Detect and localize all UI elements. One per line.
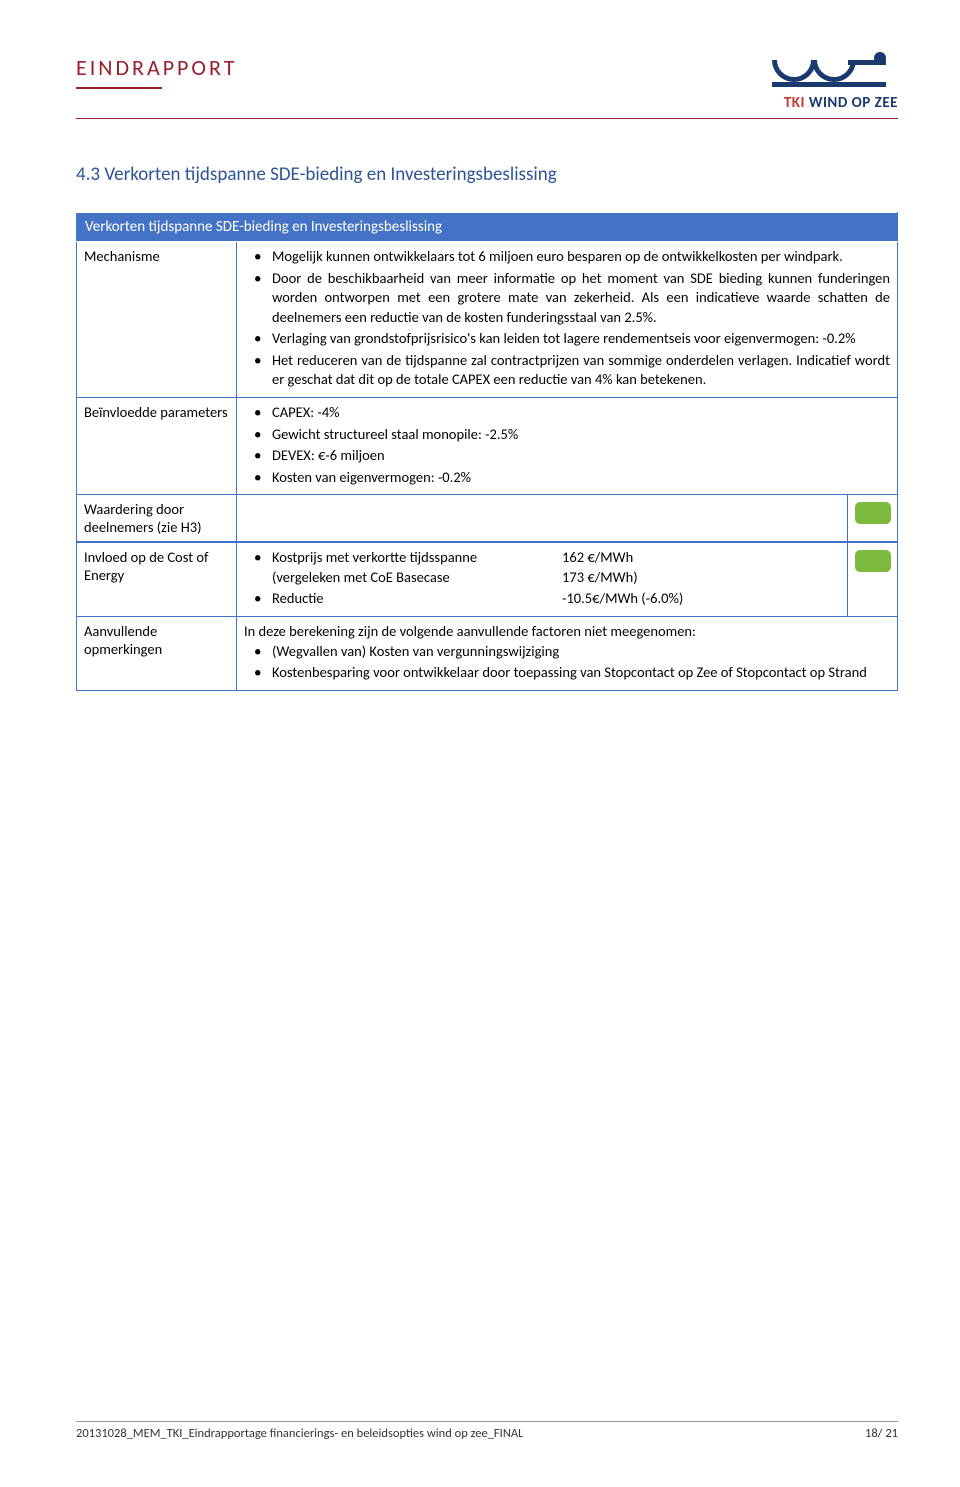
list-item: Het reduceren van de tijdspanne zal cont… (244, 351, 890, 390)
kv-key: Kostprijs met verkortte tijdsspanne (272, 548, 562, 568)
logo-text: TKI WIND OP ZEE (768, 94, 898, 112)
cell-invloed: Kostprijs met verkortte tijdsspanne 162 … (237, 542, 848, 616)
cell-aanvullende: In deze berekening zijn de volgende aanv… (237, 616, 898, 690)
cell-waardering-empty (237, 495, 848, 543)
row-label-waardering: Waardering door deelnemers (zie H3) (77, 495, 237, 543)
logo: TKI WIND OP ZEE (768, 54, 898, 112)
list-item: Reductie -10.5€/MWh (-6.0%) (244, 589, 840, 609)
cell-mechanisme: Mogelijk kunnen ontwikkelaars tot 6 milj… (237, 242, 898, 398)
row-label-beinvloedde: Beïnvloedde parameters (77, 397, 237, 494)
table-header-row: Verkorten tijdspanne SDE-bieding en Inve… (77, 213, 898, 242)
list-item: CAPEX: -4% (244, 403, 890, 423)
page-footer: 20131028_MEM_TKI_Eindrapportage financie… (76, 1421, 898, 1441)
table-title: Verkorten tijdspanne SDE-bieding en Inve… (77, 213, 898, 242)
footer-right: 18/ 21 (865, 1426, 898, 1441)
list-item: Gewicht structureel staal monopile: -2.5… (244, 425, 890, 445)
logo-text-woz: WIND OP ZEE (809, 94, 898, 112)
page-header: EINDRAPPORT TKI WIND OP ZEE (76, 54, 898, 112)
row-label-invloed: Invloed op de Cost of Energy (77, 542, 237, 616)
row-waardering: Waardering door deelnemers (zie H3) (77, 495, 898, 543)
row-label-mechanisme: Mechanisme (77, 242, 237, 398)
kv-val: 173 €/MWh) (562, 568, 840, 588)
list-item: DEVEX: €-6 miljoen (244, 446, 890, 466)
row-aanvullende: Aanvullende opmerkingen In deze berekeni… (77, 616, 898, 690)
footer-left: 20131028_MEM_TKI_Eindrapportage financie… (76, 1426, 523, 1441)
logo-text-tki: TKI (784, 94, 809, 112)
list-item: Kostprijs met verkortte tijdsspanne 162 … (244, 548, 840, 587)
cell-invloed-indicator (848, 542, 898, 616)
list-item: Door de beschikbaarheid van meer informa… (244, 269, 890, 328)
aanvullende-intro: In deze berekening zijn de volgende aanv… (244, 622, 890, 640)
report-title-block: EINDRAPPORT (76, 54, 237, 89)
cell-waardering-indicator (848, 495, 898, 543)
header-rule (76, 118, 898, 119)
kv-val: 162 €/MWh (562, 548, 840, 568)
indicator-box-icon (855, 550, 891, 572)
report-title: EINDRAPPORT (76, 54, 237, 81)
row-mechanisme: Mechanisme Mogelijk kunnen ontwikkelaars… (77, 242, 898, 398)
main-table: Verkorten tijdspanne SDE-bieding en Inve… (76, 212, 898, 691)
kv-key: Reductie (272, 589, 562, 609)
indicator-box-icon (855, 502, 891, 524)
kv-val: -10.5€/MWh (-6.0%) (562, 589, 840, 609)
row-invloed: Invloed op de Cost of Energy Kostprijs m… (77, 542, 898, 616)
row-beinvloedde: Beïnvloedde parameters CAPEX: -4% Gewich… (77, 397, 898, 494)
row-label-aanvullende: Aanvullende opmerkingen (77, 616, 237, 690)
list-item: Kosten van eigenvermogen: -0.2% (244, 468, 890, 488)
title-underline (76, 87, 162, 89)
list-item: (Wegvallen van) Kosten van vergunningswi… (244, 642, 890, 662)
cell-beinvloedde: CAPEX: -4% Gewicht structureel staal mon… (237, 397, 898, 494)
list-item: Kostenbesparing voor ontwikkelaar door t… (244, 663, 890, 683)
kv-key: (vergeleken met CoE Basecase (272, 568, 562, 588)
list-item: Verlaging van grondstofprijsrisico's kan… (244, 329, 890, 349)
list-item: Mogelijk kunnen ontwikkelaars tot 6 milj… (244, 247, 890, 267)
logo-icon (768, 54, 898, 92)
section-heading: 4.3 Verkorten tijdspanne SDE-bieding en … (76, 163, 898, 186)
